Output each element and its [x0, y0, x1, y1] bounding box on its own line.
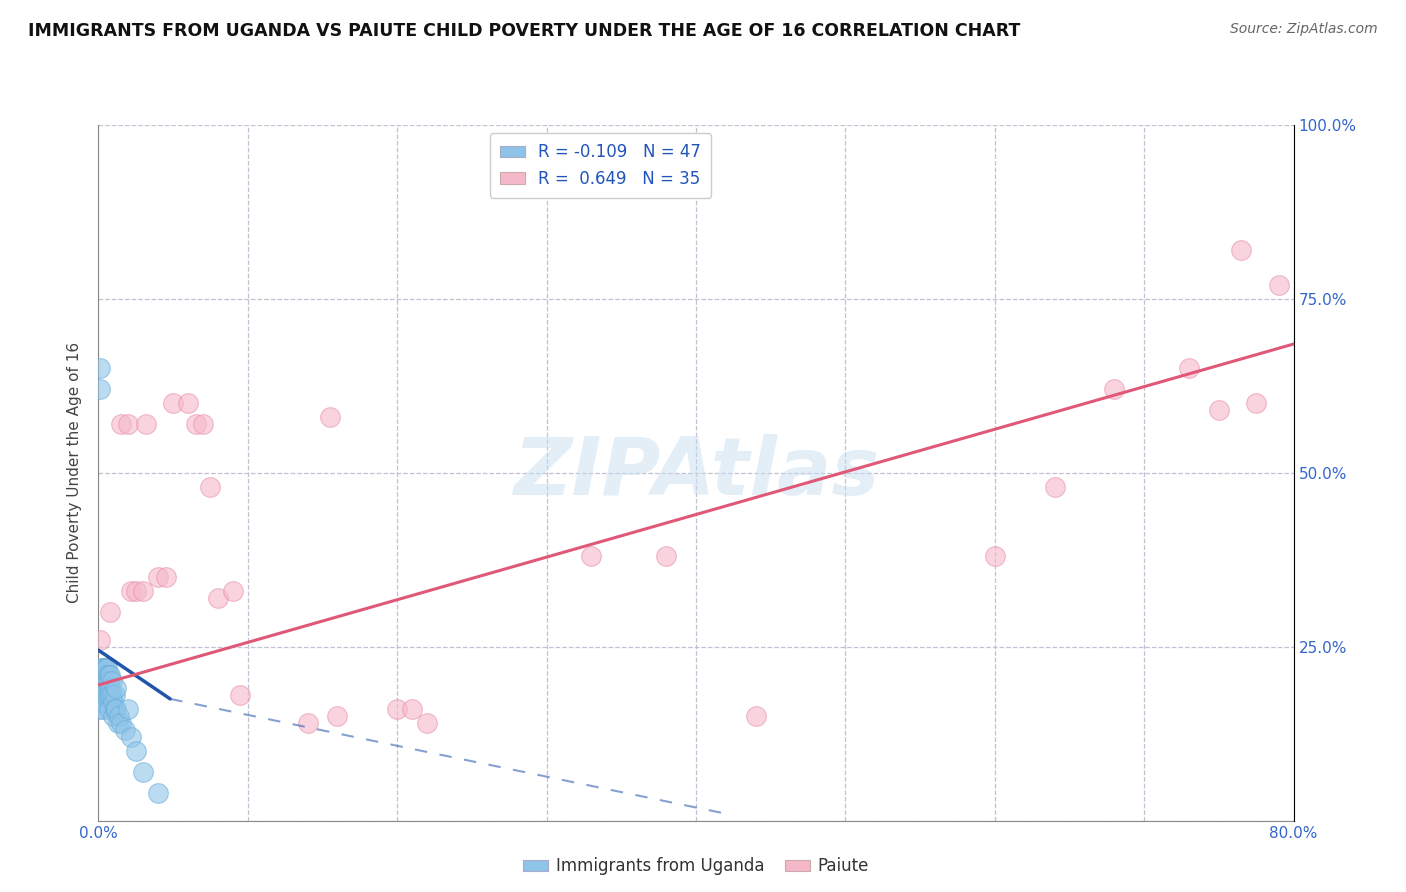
Point — [104, 702, 127, 716]
Point — [222, 584, 245, 599]
Point — [90, 674, 112, 689]
Point — [101, 674, 124, 689]
Point — [89, 632, 111, 647]
Point — [107, 716, 129, 731]
Point — [117, 702, 139, 716]
Point — [125, 744, 148, 758]
Point — [101, 689, 124, 703]
Point — [105, 681, 128, 696]
Point — [581, 549, 603, 564]
Point — [100, 667, 122, 681]
Point — [100, 689, 122, 703]
Point — [1230, 243, 1253, 257]
Legend: Immigrants from Uganda, Paiute: Immigrants from Uganda, Paiute — [516, 851, 876, 882]
Point — [90, 689, 112, 703]
Point — [114, 723, 136, 738]
Point — [90, 702, 112, 716]
Point — [94, 667, 117, 681]
Point — [104, 689, 127, 703]
Point — [1208, 403, 1230, 417]
Point — [91, 702, 114, 716]
Point — [96, 674, 118, 689]
Point — [103, 695, 125, 709]
Text: Source: ZipAtlas.com: Source: ZipAtlas.com — [1230, 22, 1378, 37]
Point — [745, 709, 768, 723]
Point — [297, 716, 319, 731]
Point — [91, 674, 114, 689]
Point — [177, 396, 200, 410]
Point — [401, 702, 423, 716]
Point — [125, 584, 148, 599]
Point — [148, 570, 170, 584]
Point — [155, 570, 177, 584]
Text: IMMIGRANTS FROM UGANDA VS PAIUTE CHILD POVERTY UNDER THE AGE OF 16 CORRELATION C: IMMIGRANTS FROM UGANDA VS PAIUTE CHILD P… — [28, 22, 1021, 40]
Point — [103, 709, 125, 723]
Point — [326, 709, 349, 723]
Point — [1244, 396, 1267, 410]
Point — [91, 660, 114, 674]
Point — [655, 549, 678, 564]
Point — [184, 417, 207, 431]
Point — [94, 660, 117, 674]
Point — [90, 660, 112, 674]
Point — [1267, 277, 1289, 292]
Point — [135, 417, 157, 431]
Point — [110, 417, 132, 431]
Point — [132, 584, 155, 599]
Point — [94, 681, 117, 696]
Point — [132, 764, 155, 779]
Point — [97, 674, 120, 689]
Point — [105, 702, 128, 716]
Point — [89, 382, 111, 396]
Point — [96, 689, 118, 703]
Point — [97, 667, 120, 681]
Point — [148, 786, 170, 800]
Point — [96, 667, 118, 681]
Point — [110, 716, 132, 731]
Point — [1104, 382, 1126, 396]
Point — [108, 709, 131, 723]
Point — [90, 695, 112, 709]
Point — [91, 695, 114, 709]
Point — [91, 667, 114, 681]
Point — [93, 674, 115, 689]
Y-axis label: Child Poverty Under the Age of 16: Child Poverty Under the Age of 16 — [67, 343, 83, 603]
Point — [91, 681, 114, 696]
Point — [100, 605, 122, 619]
Point — [100, 681, 122, 696]
Point — [1043, 480, 1066, 494]
Point — [416, 716, 439, 731]
Point — [984, 549, 1007, 564]
Point — [120, 730, 142, 744]
Point — [319, 410, 342, 425]
Point — [162, 396, 184, 410]
Text: ZIPAtlas: ZIPAtlas — [513, 434, 879, 512]
Point — [200, 480, 222, 494]
Point — [117, 417, 139, 431]
Point — [93, 660, 115, 674]
Point — [191, 417, 214, 431]
Point — [385, 702, 409, 716]
Point — [89, 361, 111, 376]
Point — [207, 591, 229, 605]
Point — [120, 584, 142, 599]
Point — [96, 660, 118, 674]
Point — [97, 702, 120, 716]
Point — [97, 689, 120, 703]
Point — [229, 689, 252, 703]
Point — [93, 689, 115, 703]
Point — [1178, 361, 1201, 376]
